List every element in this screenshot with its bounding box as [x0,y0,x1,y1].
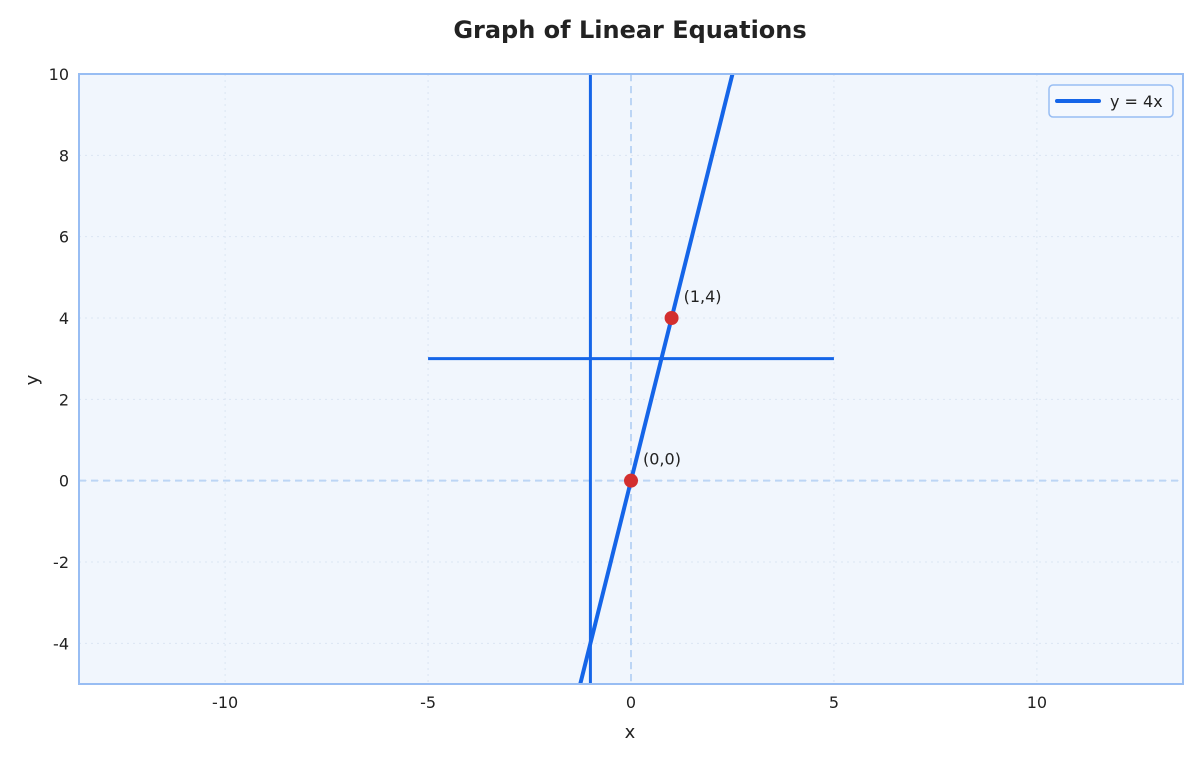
points: (0,0) (1,4) [624,287,722,488]
data-point [624,473,638,488]
chart-title: Graph of Linear Equations [453,16,806,44]
y-tick-label: 0 [59,472,69,491]
y-tick-label: -2 [53,553,69,572]
series-line-0 [578,73,735,685]
x-tick-label: 5 [829,693,839,712]
data-point [664,311,679,325]
plot-frame [78,73,1184,685]
x-tick-label: -10 [212,693,238,712]
y-tick-label: 2 [59,390,69,409]
point-label: (0,0) [643,450,681,469]
series-lines [428,73,834,685]
y-tick-label: 8 [59,146,69,165]
legend-box [1048,84,1174,118]
y-tick-label: 10 [49,65,69,84]
x-tick-label: 10 [1027,693,1047,712]
point-label: (1,4) [684,287,722,306]
x-tick-label: -5 [420,693,436,712]
y-tick-label: -4 [53,634,69,653]
legend: y = 4x [1048,84,1174,118]
y-tick-label: 6 [59,228,69,247]
y-axis-label: y [22,374,43,385]
x-axis-label: x [625,722,636,743]
x-tick-label: 0 [626,693,636,712]
legend-label: y = 4x [1110,92,1163,111]
ticks: -10 -5 0 5 10 -4 -2 0 2 4 6 8 10 [49,65,1047,712]
y-tick-label: 4 [59,309,69,328]
